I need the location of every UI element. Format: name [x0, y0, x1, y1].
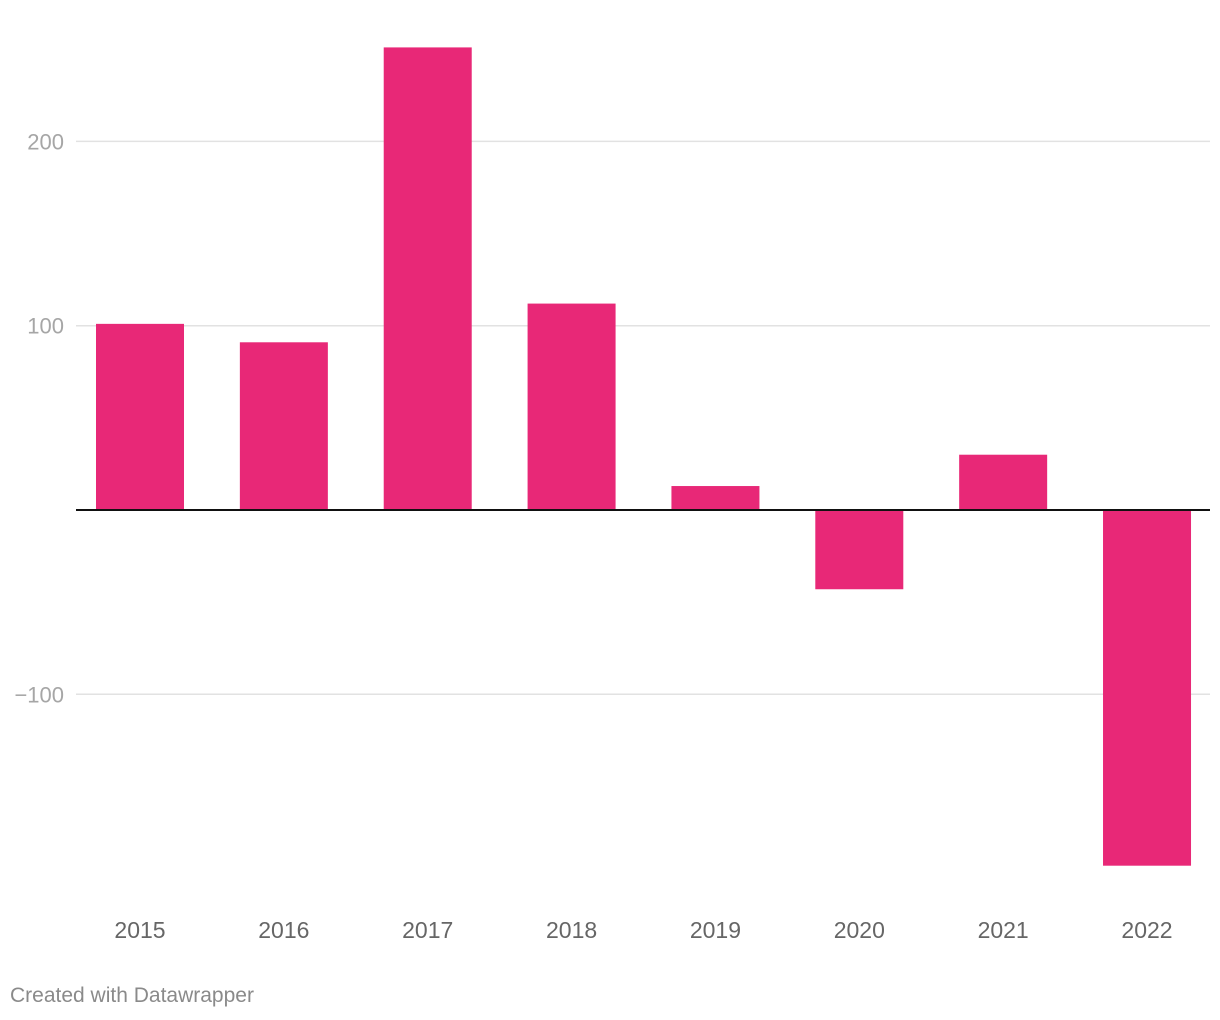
gridlines [76, 140, 1210, 696]
x-tick-label: 2020 [834, 917, 885, 943]
bar-2015[interactable] [96, 323, 184, 510]
bar-2018[interactable] [527, 303, 616, 510]
bar-2019[interactable] [671, 486, 760, 510]
y-tick-label: 100 [27, 314, 64, 339]
x-tick-label: 2017 [402, 917, 453, 943]
x-tick-label: 2022 [1121, 917, 1172, 943]
x-tick-label: 2016 [258, 917, 309, 943]
bar-2020[interactable] [815, 510, 904, 590]
x-tick-label: 2019 [690, 917, 741, 943]
bar-2021[interactable] [959, 454, 1048, 510]
x-tick-label: 2021 [978, 917, 1029, 943]
datawrapper-credit[interactable]: Created with Datawrapper [10, 984, 254, 1007]
bar-2017[interactable] [383, 47, 472, 510]
x-axis-labels: 2015 2016 2017 2018 2019 2020 2021 2022 [114, 917, 1172, 943]
x-tick-label: 2015 [114, 917, 165, 943]
x-tick-label: 2018 [546, 917, 597, 943]
y-axis-ticks: 200 100 −100 [14, 129, 64, 707]
bar-2016[interactable] [239, 342, 328, 510]
bars [96, 47, 1192, 866]
bar-2022[interactable] [1103, 510, 1192, 866]
y-tick-label: 200 [27, 129, 64, 154]
y-tick-label: −100 [14, 682, 64, 707]
